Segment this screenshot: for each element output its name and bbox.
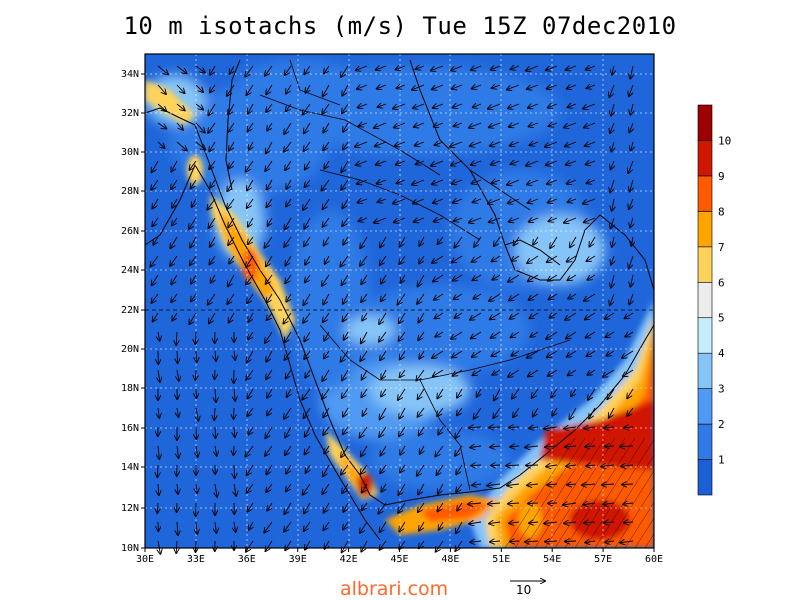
colorbar-segment: [697, 388, 713, 425]
lat-tick-label: 14N: [121, 462, 139, 473]
colorbar-label: 5: [718, 312, 725, 325]
vector-reference-label: 10: [516, 583, 532, 597]
lat-tick-label: 22N: [121, 305, 139, 316]
borders: [259, 59, 571, 491]
wind-vectors: [150, 66, 633, 554]
lat-tick-label: 16N: [121, 423, 139, 434]
colorbar-segment: [697, 281, 713, 319]
lat-tick-label: 20N: [121, 344, 139, 355]
lon-tick-label: 39E: [289, 554, 307, 565]
colorbar-segment: [697, 211, 713, 248]
colorbar-label: 6: [718, 276, 725, 289]
lon-tick-label: 54E: [543, 554, 561, 565]
colorbar-label: 4: [718, 347, 725, 360]
colorbar-segment: [697, 317, 713, 354]
colorbar-labels: 1 2 3 4 5 6 7 8 9 10: [718, 134, 731, 466]
colorbar-label: 8: [718, 205, 725, 218]
colorbar-segment: [697, 352, 713, 389]
lon-tick-label: 45E: [390, 554, 408, 565]
lon-tick-label: 51E: [492, 554, 510, 565]
lon-tick-label: 57E: [594, 554, 612, 565]
lat-tick-label: 32N: [121, 108, 139, 119]
colorbar-label: 1: [718, 454, 725, 467]
lat-axis: 34N 32N 30N 28N 26N 24N 22N 20N 18N 16N 14N 12N 10N: [121, 69, 145, 554]
colorbar-segment: [697, 175, 713, 212]
branding-text: albrari.com: [340, 578, 449, 600]
colorbar-segment: [697, 104, 713, 141]
colorbar-segment: [697, 246, 713, 283]
lat-tick-label: 26N: [121, 226, 139, 237]
colorbar-segment: [697, 140, 713, 177]
lon-tick-label: 42E: [340, 554, 358, 565]
lon-tick-label: 30E: [136, 554, 154, 565]
colorbar-label: 2: [718, 418, 725, 431]
lat-tick-label: 34N: [121, 69, 139, 80]
hatching: [504, 437, 654, 548]
lon-tick-label: 36E: [238, 554, 256, 565]
lat-tick-label: 10N: [121, 543, 139, 554]
lon-axis: 30E 33E 36E 39E 42E 45E 48E 51E 54E 57E 60E: [136, 548, 663, 565]
lon-tick-label: 48E: [441, 554, 459, 565]
map-title: 10 m isotachs (m/s) Tue 15Z 07dec2010: [123, 12, 677, 40]
lat-tick-label: 30N: [121, 147, 139, 158]
lat-tick-label: 24N: [121, 265, 139, 276]
lon-tick-label: 60E: [645, 554, 663, 565]
colorbar: [697, 104, 713, 496]
lat-tick-label: 12N: [121, 503, 139, 514]
colorbar-label: 9: [718, 170, 725, 183]
lon-tick-label: 33E: [187, 554, 205, 565]
colorbar-segment: [697, 459, 713, 496]
colorbar-label: 10: [718, 134, 731, 147]
colorbar-label: 3: [718, 383, 725, 396]
colorbar-segment: [697, 423, 713, 460]
lat-tick-label: 18N: [121, 383, 139, 394]
colorbar-label: 7: [718, 241, 725, 254]
lat-tick-label: 28N: [121, 186, 139, 197]
